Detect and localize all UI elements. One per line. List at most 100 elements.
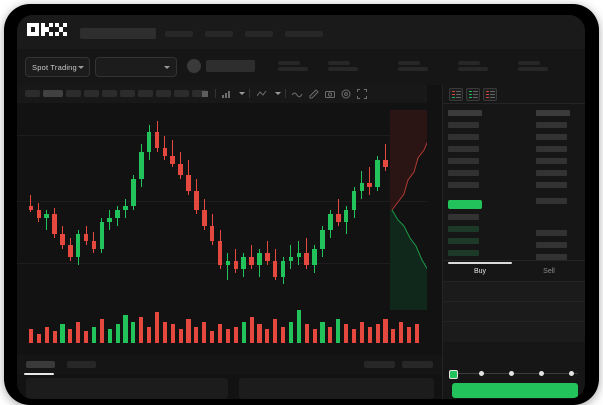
amount-slider-handle[interactable] — [449, 370, 458, 379]
orderbook-asks-icon[interactable] — [483, 88, 497, 101]
timeframe-button-6[interactable] — [138, 90, 153, 97]
timeframe-button-9[interactable] — [192, 90, 207, 97]
candle-body — [241, 257, 246, 269]
candle-wick — [227, 253, 229, 281]
bottom-tab-1[interactable] — [67, 361, 96, 368]
orderbook-both-icon[interactable] — [449, 88, 463, 101]
volume-bar — [241, 321, 246, 343]
bottom-panel-0[interactable] — [26, 378, 228, 399]
timeframe-button-3[interactable] — [84, 90, 99, 97]
orderbook-depth-row[interactable] — [536, 158, 567, 164]
volume-bar — [225, 328, 230, 343]
timeframe-button-4[interactable] — [102, 90, 117, 97]
compare-icon[interactable] — [257, 90, 267, 98]
amount-slider-step-2[interactable] — [509, 371, 514, 376]
amount-slider-step-3[interactable] — [539, 371, 544, 376]
orderbook-bid-row[interactable] — [448, 226, 479, 232]
candle-body — [162, 148, 168, 156]
amount-slider-track[interactable] — [452, 373, 578, 374]
order-tab-active-indicator — [448, 262, 512, 264]
candle-body — [335, 214, 341, 222]
candle-wick — [30, 194, 32, 213]
submit-buy-button[interactable] — [452, 383, 578, 398]
volume-bar — [407, 326, 412, 343]
bottom-panel-1[interactable] — [239, 378, 434, 399]
volume-bar — [36, 333, 41, 343]
orderbook-ask-row[interactable] — [448, 122, 479, 128]
order-field-0[interactable] — [443, 281, 585, 302]
amount-slider-step-4[interactable] — [569, 371, 574, 376]
timeframe-button-2[interactable] — [66, 90, 81, 97]
stat-2-value — [328, 67, 358, 71]
candle-body — [170, 155, 176, 164]
orderbook-depth-row[interactable] — [536, 242, 567, 248]
bottom-action-1[interactable] — [402, 361, 433, 368]
order-field-2[interactable] — [443, 321, 585, 342]
candle-body — [52, 214, 57, 234]
bottom-tab-bar — [17, 355, 442, 375]
orderbook-depth-row[interactable] — [536, 134, 567, 140]
orderbook-depth-row[interactable] — [536, 146, 567, 152]
timeframe-button-0[interactable] — [25, 90, 40, 97]
price-chart[interactable] — [17, 103, 427, 355]
orderbook-bid-row[interactable] — [448, 250, 479, 256]
timeframe-button-8[interactable] — [174, 90, 189, 97]
orderbook-ask-row[interactable] — [448, 146, 479, 152]
candle-body — [367, 183, 373, 187]
header-nav-item-4[interactable] — [285, 31, 323, 37]
order-field-1[interactable] — [443, 301, 585, 322]
orderbook-depth-row[interactable] — [536, 182, 567, 188]
orderbook-last-price — [448, 200, 482, 209]
timeframe-button-5[interactable] — [120, 90, 135, 97]
tab-sell[interactable]: Sell — [543, 268, 555, 275]
header-nav-item-1[interactable] — [165, 31, 193, 37]
tablet-device-frame: Spot Trading — [4, 4, 599, 405]
orderbook-depth-row[interactable] — [536, 122, 567, 128]
line-style-icon[interactable] — [292, 90, 303, 98]
tab-buy[interactable]: Buy — [473, 268, 487, 275]
candle-body — [123, 206, 128, 211]
volume-bar — [178, 328, 183, 343]
orderbook-depth-row[interactable] — [536, 254, 567, 260]
candle-body — [146, 132, 152, 152]
volume-bar — [194, 326, 199, 343]
orderbook-bids-icon[interactable] — [466, 88, 480, 101]
amount-slider-step-1[interactable] — [479, 371, 484, 376]
camera-icon[interactable] — [325, 89, 335, 99]
candle-body — [75, 233, 81, 258]
candle-body — [351, 190, 357, 211]
bottom-action-0[interactable] — [364, 361, 395, 368]
indicators-icon[interactable] — [222, 90, 232, 98]
orderbook-bid-row[interactable] — [448, 238, 479, 244]
orderbook-depth-row[interactable] — [536, 230, 567, 236]
header-search-input[interactable] — [80, 28, 156, 39]
orderbook-depth-row[interactable] — [536, 170, 567, 176]
orderbook-ask-row[interactable] — [448, 170, 479, 176]
timeframe-button-7[interactable] — [156, 90, 171, 97]
volume-bar — [202, 321, 207, 343]
stat-5-value — [518, 67, 548, 71]
okx-logo-icon[interactable] — [27, 23, 67, 36]
orderbook-depth-row[interactable] — [536, 198, 567, 204]
volume-bar — [68, 328, 73, 343]
candles-icon[interactable] — [201, 90, 209, 98]
orderbook-ask-row[interactable] — [448, 134, 479, 140]
orderbook-bid-row[interactable] — [448, 214, 479, 220]
trading-pair-select[interactable] — [95, 57, 177, 77]
header-nav-item-2[interactable] — [205, 31, 233, 37]
market-mode-selector[interactable]: Spot Trading — [25, 57, 90, 77]
draw-pencil-icon[interactable] — [309, 89, 319, 99]
settings-gear-icon[interactable] — [341, 89, 351, 99]
orderbook-ask-row[interactable] — [448, 182, 479, 188]
candle-body — [320, 229, 325, 250]
volume-bar — [265, 328, 270, 343]
timeframe-button-1[interactable] — [43, 90, 63, 97]
bottom-tab-0[interactable] — [26, 361, 55, 368]
header-nav-item-3[interactable] — [245, 31, 273, 37]
candle-wick — [164, 136, 166, 160]
orderbook-col-header-left — [448, 110, 482, 116]
fullscreen-icon[interactable] — [357, 89, 367, 99]
volume-bar — [415, 324, 420, 343]
orderbook-ask-row[interactable] — [448, 158, 479, 164]
candle-body — [107, 218, 113, 222]
